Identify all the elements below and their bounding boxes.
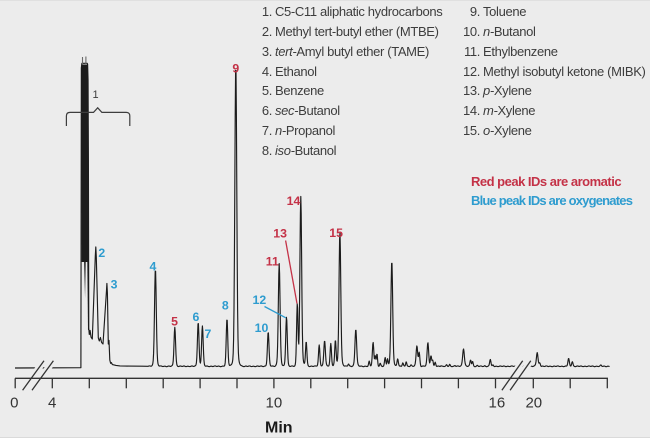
- svg-text:9: 9: [232, 61, 239, 75]
- svg-text:5: 5: [171, 315, 178, 329]
- svg-text:15: 15: [329, 226, 343, 240]
- svg-text:4: 4: [149, 260, 156, 274]
- svg-text:10: 10: [266, 394, 283, 411]
- svg-text:11: 11: [266, 255, 279, 269]
- svg-text:10: 10: [255, 321, 269, 335]
- svg-text:2: 2: [98, 246, 105, 260]
- svg-text:13: 13: [273, 226, 287, 240]
- svg-text:1: 1: [92, 89, 98, 101]
- svg-text:12: 12: [253, 293, 267, 307]
- svg-text:0: 0: [10, 394, 18, 411]
- svg-text:16: 16: [489, 394, 506, 411]
- svg-text:8: 8: [222, 298, 229, 312]
- svg-text:7: 7: [204, 327, 211, 341]
- svg-text:20: 20: [525, 394, 542, 411]
- svg-text:3: 3: [111, 277, 118, 291]
- svg-text:Min: Min: [265, 420, 293, 437]
- svg-text:14: 14: [287, 194, 301, 208]
- svg-text:6: 6: [192, 310, 199, 324]
- svg-text:4: 4: [48, 394, 56, 411]
